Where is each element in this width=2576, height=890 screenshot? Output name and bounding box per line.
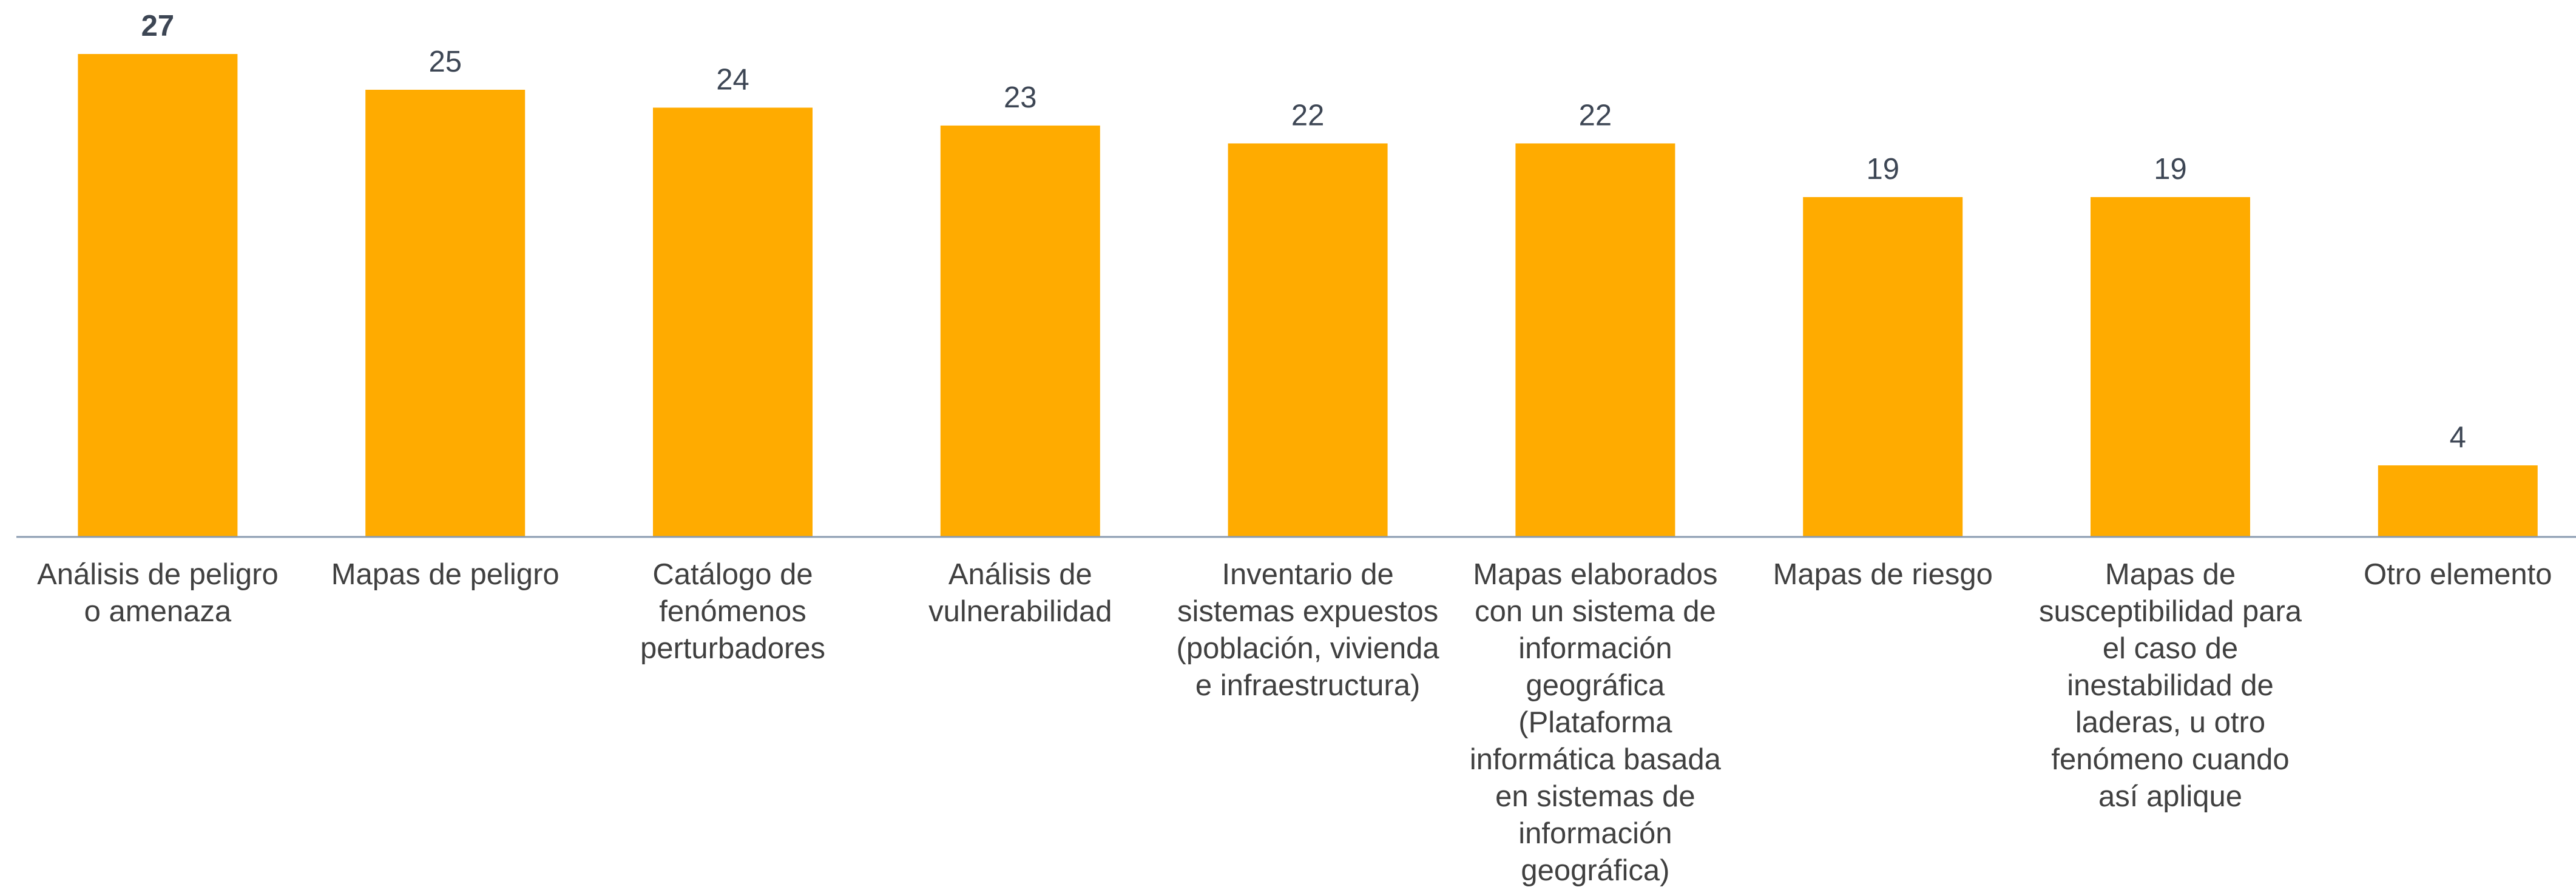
x-tick-label: Mapas de riesgo	[1773, 558, 1993, 591]
bar	[365, 89, 526, 538]
x-tick-label: Inventario de sistemas expuestos (població…	[1177, 558, 1440, 702]
value-label: 27	[141, 10, 175, 42]
bar	[2378, 465, 2538, 537]
x-tick-label: Análisis de peligro o amenaza	[37, 558, 279, 628]
bar	[2091, 197, 2250, 538]
x-tick-label: Mapas de peligro	[331, 558, 559, 591]
bar	[653, 107, 813, 537]
bar	[940, 125, 1100, 538]
x-tick-label: Otro elemento	[2364, 558, 2552, 591]
bar	[78, 54, 238, 537]
bar	[1803, 197, 1963, 538]
value-label: 19	[2154, 153, 2187, 186]
x-tick-label: Mapas elaborados con un sistema de informa…	[1470, 558, 1722, 887]
value-label: 24	[716, 63, 749, 96]
x-tick-label: Mapas de susceptibilidad para el caso de in…	[2039, 558, 2302, 813]
value-label: 23	[1004, 81, 1037, 114]
bar	[1515, 143, 1675, 537]
value-label: 25	[428, 46, 462, 78]
value-label: 22	[1291, 99, 1325, 132]
value-label: 22	[1579, 99, 1612, 132]
value-label: 4	[2450, 421, 2466, 454]
bar	[1228, 143, 1388, 537]
value-label: 19	[1866, 153, 1899, 186]
x-tick-label: Catálogo de fenómenos perturbadores	[640, 558, 825, 665]
x-tick-label: Análisis de vulnerabilidad	[928, 558, 1112, 628]
